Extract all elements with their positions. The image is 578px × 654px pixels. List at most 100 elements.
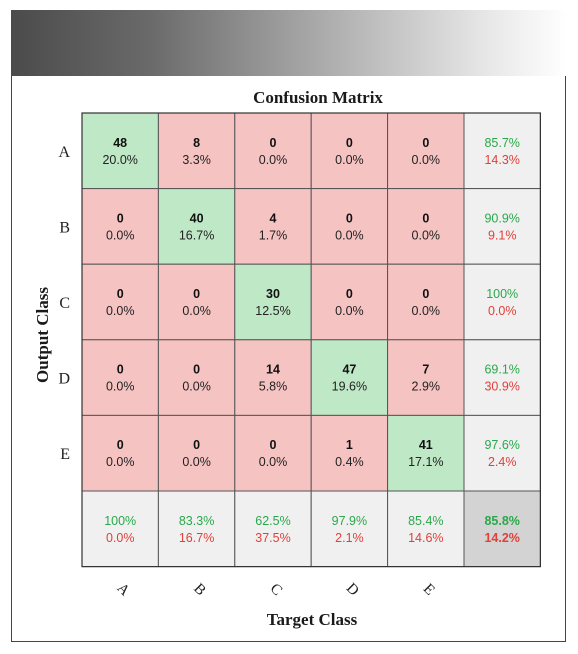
cell-percent: 0.0% (335, 153, 364, 167)
matrix-cell (157, 188, 236, 265)
cell-count: 0 (193, 363, 200, 377)
row-label: B (59, 219, 70, 236)
overall-correct: 85.8% (484, 514, 519, 528)
cell-count: 0 (117, 211, 124, 225)
cell-percent: 0.0% (182, 380, 211, 394)
cell-percent: 2.9% (412, 380, 441, 394)
col-summary-incorrect: 0.0% (106, 531, 135, 545)
cell-count: 40 (190, 211, 204, 225)
matrix-cell (234, 339, 312, 416)
row-label: A (58, 144, 70, 161)
row-summary-correct: 100% (486, 287, 518, 301)
row-summary-correct: 69.1% (484, 363, 519, 377)
row-summary-correct: 85.7% (484, 136, 519, 150)
col-summary-cell (81, 490, 159, 568)
cell-count: 0 (270, 438, 277, 452)
cell-percent: 0.0% (182, 455, 211, 469)
cell-count: 0 (422, 211, 429, 225)
cell-count: 1 (346, 438, 353, 452)
matrix-cell (387, 263, 465, 341)
chart-title: Confusion Matrix (253, 88, 383, 107)
matrix-cell (81, 263, 159, 341)
cell-percent: 19.6% (332, 380, 367, 394)
row-summary-cell (463, 112, 541, 190)
matrix-cell (81, 188, 159, 265)
row-label: C (59, 295, 70, 312)
matrix-cell (234, 263, 312, 341)
matrix-cell (81, 112, 159, 190)
cell-count: 30 (266, 287, 280, 301)
cell-count: 0 (422, 136, 429, 150)
cell-count: 0 (117, 363, 124, 377)
cell-count: 8 (193, 136, 200, 150)
matrix-cell (81, 414, 159, 492)
column-label: A (114, 580, 133, 599)
matrix-cell (157, 263, 236, 341)
col-summary-cell (310, 490, 389, 568)
row-label: D (58, 371, 70, 388)
cell-count: 0 (193, 438, 200, 452)
cell-percent: 0.0% (412, 304, 441, 318)
matrix-cell (310, 112, 389, 190)
col-summary-correct: 62.5% (255, 514, 290, 528)
row-summary-correct: 97.6% (484, 438, 519, 452)
header-band (11, 10, 567, 76)
matrix-cell (157, 414, 236, 492)
cell-percent: 0.0% (182, 304, 211, 318)
cell-percent: 0.0% (106, 380, 135, 394)
row-summary-incorrect: 0.0% (488, 304, 517, 318)
matrix-cell (310, 188, 389, 265)
cell-percent: 0.0% (259, 153, 288, 167)
col-summary-cell (157, 490, 236, 568)
cell-percent: 0.0% (412, 153, 441, 167)
row-summary-incorrect: 30.9% (484, 380, 519, 394)
cell-count: 14 (266, 363, 280, 377)
matrix-cell (81, 339, 159, 416)
row-summary-incorrect: 14.3% (484, 153, 519, 167)
cell-percent: 16.7% (179, 228, 214, 242)
row-label: E (60, 446, 70, 463)
cell-percent: 20.0% (102, 153, 137, 167)
cell-count: 7 (422, 363, 429, 377)
col-summary-cell (234, 490, 312, 568)
col-summary-incorrect: 14.6% (408, 531, 443, 545)
row-summary-cell (463, 188, 541, 265)
matrix-cell (157, 112, 236, 190)
row-summary-cell (463, 339, 541, 416)
cell-percent: 0.0% (335, 304, 364, 318)
cell-count: 0 (346, 136, 353, 150)
matrix-cell (234, 112, 312, 190)
cell-percent: 5.8% (259, 380, 288, 394)
col-summary-correct: 100% (104, 514, 136, 528)
cell-percent: 0.0% (259, 455, 288, 469)
cell-percent: 0.0% (412, 228, 441, 242)
overall-cell (463, 490, 541, 568)
col-summary-incorrect: 16.7% (179, 531, 214, 545)
matrix-cell (157, 339, 236, 416)
col-summary-incorrect: 37.5% (255, 531, 290, 545)
x-axis-label: Target Class (267, 610, 358, 629)
col-summary-incorrect: 2.1% (335, 531, 364, 545)
column-label: D (343, 580, 362, 599)
cell-count: 0 (346, 287, 353, 301)
matrix-cell (387, 112, 465, 190)
row-summary-correct: 90.9% (484, 211, 519, 225)
col-summary-correct: 85.4% (408, 514, 443, 528)
column-label: B (190, 581, 208, 599)
cell-count: 41 (419, 438, 433, 452)
matrix-cell (387, 339, 465, 416)
cell-count: 4 (270, 211, 277, 225)
cell-count: 0 (117, 287, 124, 301)
cell-count: 0 (346, 211, 353, 225)
cell-percent: 3.3% (182, 153, 211, 167)
matrix-cell (234, 414, 312, 492)
cell-percent: 17.1% (408, 455, 443, 469)
cell-percent: 12.5% (255, 304, 290, 318)
matrix-cell (387, 188, 465, 265)
matrix-cell (387, 414, 465, 492)
cell-count: 0 (270, 136, 277, 150)
cell-percent: 1.7% (259, 228, 288, 242)
matrix-cell (234, 188, 312, 265)
col-summary-cell (387, 490, 465, 568)
